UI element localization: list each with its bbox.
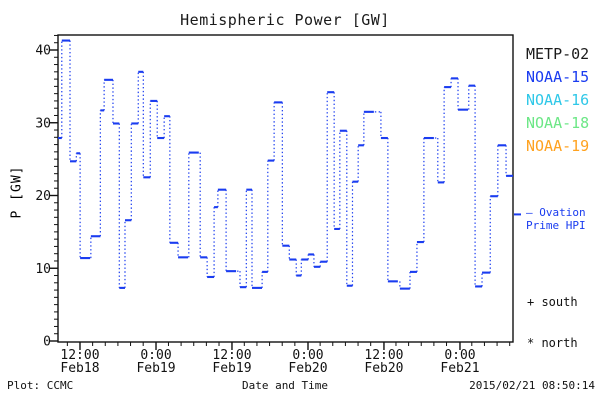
legend-item-noaa-16: NOAA-16: [526, 91, 590, 109]
plot-timestamp: 2015/02/21 08:50:14: [469, 379, 595, 392]
legend-item-noaa-15: NOAA-15: [526, 68, 590, 86]
x-tick-date-label: Feb19: [212, 361, 251, 376]
x-tick-time-label: 12:00: [364, 348, 403, 363]
x-tick-date-label: Feb20: [288, 361, 327, 376]
legend-item-metp-02: METP-02: [526, 45, 590, 63]
x-axis-title: Date and Time: [241, 379, 329, 392]
y-tick-label: 10: [35, 262, 51, 277]
legend-north-marker: * north: [527, 336, 578, 350]
x-tick-date-label: Feb19: [136, 361, 175, 376]
legend-ovation-line1: – Ovation: [526, 206, 586, 219]
plot-source-label: Plot: CCMC: [7, 379, 74, 392]
chart-title: Hemispheric Power [GW]: [180, 11, 390, 29]
x-tick-time-label: 12:00: [60, 348, 99, 363]
x-tick-date-label: Feb20: [364, 361, 403, 376]
x-tick-time-label: 0:00: [292, 348, 323, 363]
y-tick-label: 40: [35, 44, 51, 59]
y-tick-label: 20: [35, 189, 51, 204]
legend-ovation-line2: Prime HPI: [526, 219, 586, 232]
legend-item-noaa-18: NOAA-18: [526, 114, 590, 132]
x-tick-time-label: 0:00: [140, 348, 171, 363]
y-tick-label: 30: [35, 116, 51, 131]
legend-south-marker: + south: [527, 295, 578, 309]
axis-box: [57, 34, 514, 343]
x-tick-date-label: Feb21: [440, 361, 479, 376]
legend-item-noaa-19: NOAA-19: [526, 137, 590, 155]
legend-ovation-prime-hpi: – Ovation Prime HPI: [526, 206, 586, 232]
y-tick-label: 0: [43, 335, 51, 350]
x-tick-time-label: 0:00: [444, 348, 475, 363]
x-tick-time-label: 12:00: [212, 348, 251, 363]
x-tick-date-label: Feb18: [60, 361, 99, 376]
